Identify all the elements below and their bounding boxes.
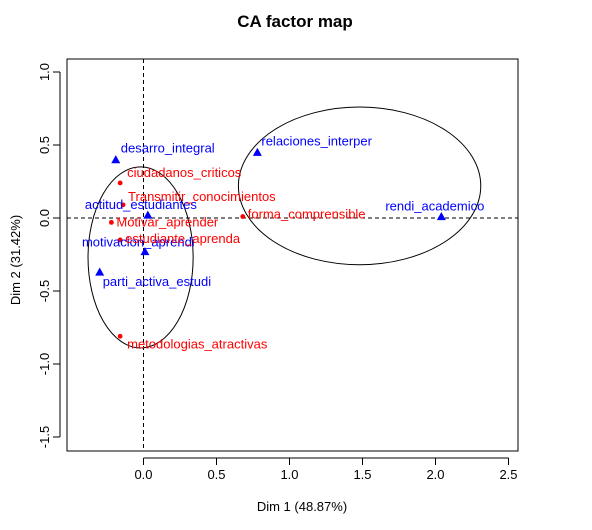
triangle-point-rendi-academico bbox=[436, 212, 446, 221]
point-labels: desarro_integral relaciones_interperactit… bbox=[82, 133, 484, 351]
circle-point-transmitir-conocimientos bbox=[120, 202, 126, 208]
cluster-ellipse-1 bbox=[87, 166, 194, 349]
y-axis-title: Dim 2 (31.42%) bbox=[8, 215, 23, 305]
circle-point-forma-comprensible bbox=[240, 214, 246, 219]
x-axis-title: Dim 1 (48.87%) bbox=[257, 499, 347, 514]
point-label-motivar-aprender: Motivar_aprender bbox=[116, 214, 219, 229]
circle-point-motivar-aprender bbox=[108, 219, 114, 225]
circle-point-ciudadanos-criticos bbox=[117, 180, 123, 186]
x-axis: 0.0 0.5 1.0 1.5 2.0 2.5 bbox=[134, 457, 518, 482]
x-tick-label: 1.5 bbox=[353, 467, 371, 482]
circle-point-metodologias-atractivas bbox=[117, 333, 123, 339]
triangle-point-desarro-integral bbox=[111, 155, 121, 164]
triangle-point-actitud-estudiantes bbox=[143, 210, 153, 219]
point-label-desarro-integral: desarro_integral bbox=[121, 141, 215, 156]
y-tick-label: -1.0 bbox=[37, 353, 52, 375]
triangle-point-motivacion-aprendi bbox=[140, 247, 150, 256]
y-tick-label: -1.5 bbox=[37, 426, 52, 448]
triangle-point-relaciones-interper bbox=[252, 147, 262, 156]
y-tick-label: 1.0 bbox=[37, 63, 52, 81]
point-label-transmitir-conocimientos: Transmitir_conocimientos bbox=[128, 189, 276, 204]
y-tick-label: 0.0 bbox=[37, 209, 52, 227]
chart-title: CA factor map bbox=[237, 12, 353, 31]
y-axis: -1.5 -1.0 -0.5 0.0 0.5 1.0 bbox=[37, 63, 61, 448]
x-tick-label: 2.0 bbox=[426, 467, 444, 482]
triangle-point-parti-activa-estudi bbox=[95, 267, 105, 276]
x-tick-label: 1.0 bbox=[280, 467, 298, 482]
point-label-relaciones-interper: relaciones_interper bbox=[261, 133, 372, 148]
x-tick-label: 0.5 bbox=[207, 467, 225, 482]
point-label-ciudadanos-criticos: ciudadanos_criticos bbox=[127, 165, 242, 180]
data-points bbox=[95, 147, 446, 339]
point-label-estudiante-aprenda: estudiante_aprenda bbox=[125, 231, 241, 246]
point-label-actitud-estudiantes: actitud_estudiantes bbox=[85, 197, 198, 212]
zero-reference-lines bbox=[67, 59, 518, 451]
point-label-metodologias-atractivas: metodologias_atractivas bbox=[127, 336, 268, 351]
point-label-motivacion-aprendi: motivacion_aprendi bbox=[82, 235, 195, 250]
plot-frame bbox=[66, 58, 519, 452]
cluster-ellipses bbox=[87, 106, 482, 349]
y-tick-label: 0.5 bbox=[37, 136, 52, 154]
x-tick-label: 0.0 bbox=[134, 467, 152, 482]
point-label-forma-comprensible: forma_comprensible bbox=[248, 207, 366, 222]
point-label-rendi-academico: rendi_academico bbox=[385, 199, 484, 214]
circle-point-estudiante-aprenda bbox=[117, 237, 123, 243]
point-label-parti-activa-estudi: parti_activa_estudi bbox=[103, 274, 212, 289]
x-tick-label: 2.5 bbox=[499, 467, 517, 482]
y-tick-label: -0.5 bbox=[37, 280, 52, 302]
cluster-ellipse-2 bbox=[237, 106, 482, 266]
